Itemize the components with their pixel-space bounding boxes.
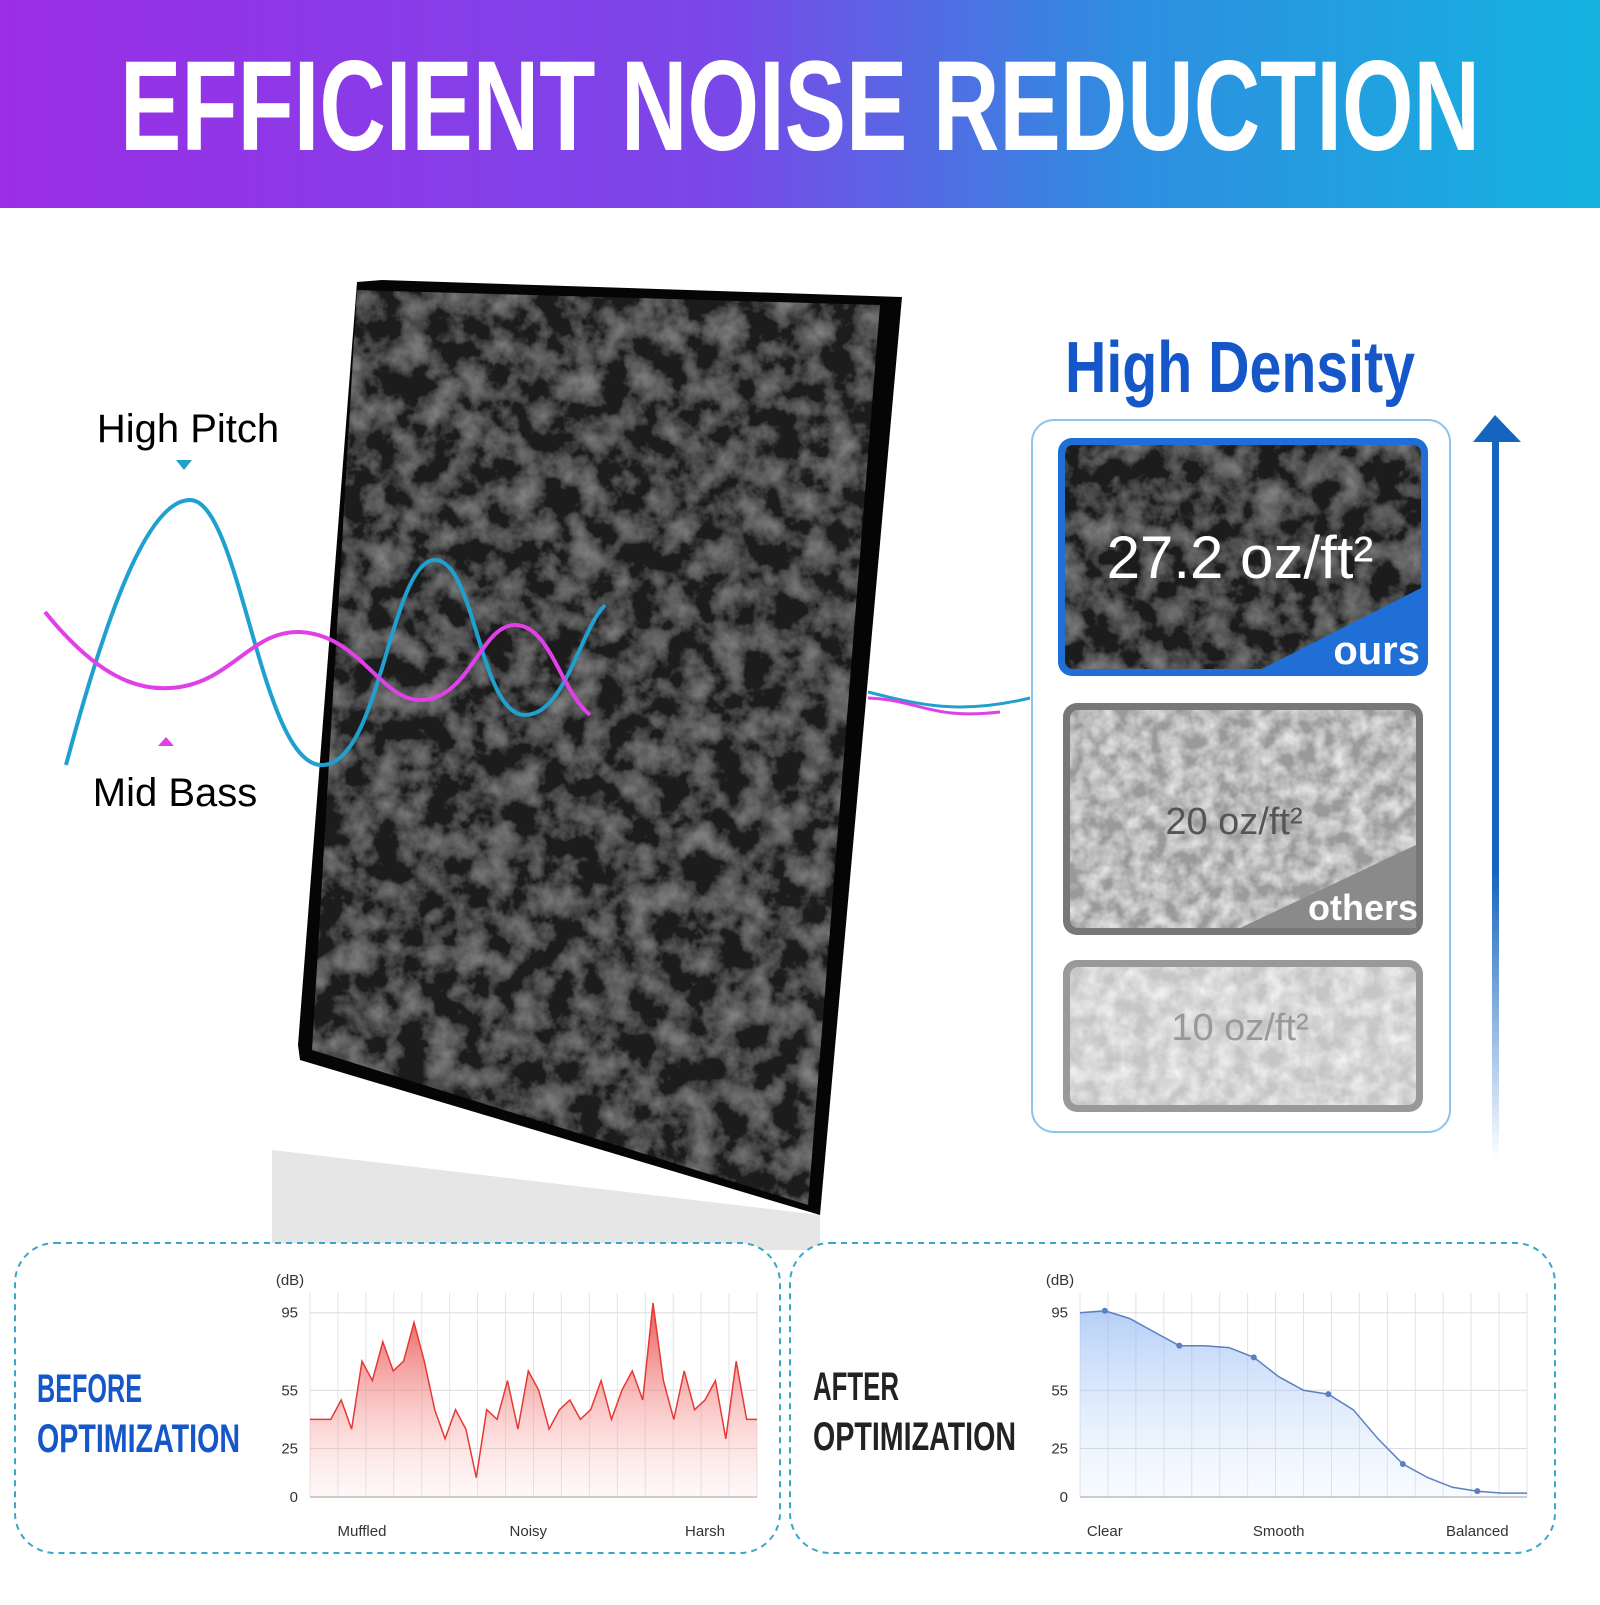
panel-reflection: [272, 1150, 820, 1250]
y-tick-label: 95: [1051, 1305, 1068, 1322]
tile-third: [1070, 967, 1416, 1105]
x-tick-label: Noisy: [510, 1523, 548, 1540]
x-tick-label: Smooth: [1253, 1523, 1305, 1540]
y-tick-label: 55: [281, 1382, 298, 1399]
x-tick-label: Muffled: [338, 1523, 387, 1540]
tile-third-value: 10 oz/ft²: [1171, 1007, 1308, 1049]
y-tick-label: 0: [290, 1489, 298, 1506]
x-tick-label: Clear: [1087, 1523, 1123, 1540]
tile-ours: [1065, 445, 1421, 669]
tile-others: [1070, 710, 1416, 928]
high-pitch-label: High Pitch: [97, 407, 279, 451]
point: [1325, 1391, 1332, 1398]
y-tick-label: 95: [281, 1305, 298, 1322]
point: [1399, 1461, 1406, 1468]
tile-ours-value: 27.2 oz/ft²: [1107, 524, 1374, 591]
line: [310, 1302, 757, 1478]
density-arrow-head: [1473, 415, 1521, 442]
point: [1101, 1307, 1108, 1314]
tile-others-tag: others: [1308, 887, 1418, 928]
y-tick-label: 55: [1051, 1382, 1068, 1399]
mid-bass-marker: [158, 737, 174, 746]
before-ylabel: (dB): [276, 1272, 304, 1289]
before-label-2: OPTIMIZATION: [37, 1417, 240, 1461]
tile-others-corner: [1240, 845, 1416, 928]
header-title: EFFICIENT NOISE REDUCTION: [120, 35, 1480, 178]
tile-ours-tag: ours: [1333, 629, 1420, 673]
high-pitch-wave: [64, 497, 607, 768]
mid-bass-wave: [43, 610, 592, 717]
x-tick-label: Harsh: [685, 1523, 725, 1540]
y-tick-label: 25: [281, 1441, 298, 1458]
felt-panel: [312, 290, 880, 1205]
density-title: High Density: [1065, 328, 1415, 408]
before-label-1: BEFORE: [37, 1367, 142, 1411]
out-wave-blue: [867, 690, 1031, 709]
header-band: [0, 0, 1600, 208]
y-tick-label: 25: [1051, 1441, 1068, 1458]
out-wave-pink: [867, 696, 1001, 716]
tile-ours-corner: [1262, 588, 1421, 669]
line: [1079, 1310, 1527, 1494]
density-arrow-shaft: [1492, 440, 1499, 1160]
area: [1080, 1310, 1527, 1497]
point: [1474, 1488, 1481, 1495]
y-tick-label: 0: [1060, 1489, 1068, 1506]
point: [1176, 1342, 1183, 1349]
x-tick-label: Balanced: [1446, 1523, 1509, 1540]
tile-others-value: 20 oz/ft²: [1165, 801, 1302, 843]
area: [310, 1303, 757, 1497]
point: [1250, 1354, 1257, 1361]
after-ylabel: (dB): [1046, 1272, 1074, 1289]
after-label-1: AFTER: [813, 1365, 899, 1409]
mid-bass-label: Mid Bass: [93, 771, 258, 815]
after-label-2: OPTIMIZATION: [813, 1415, 1016, 1459]
wave-group: [43, 497, 1031, 768]
high-pitch-marker: [176, 460, 192, 470]
